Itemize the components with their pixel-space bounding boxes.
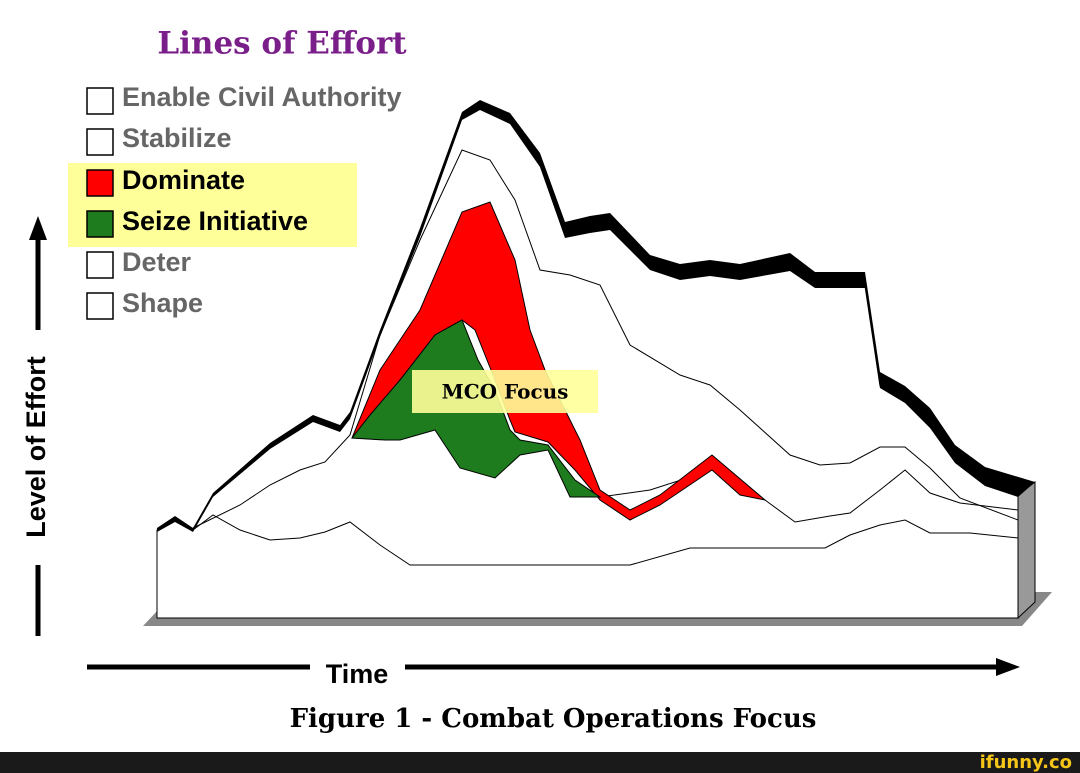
layer-line xyxy=(192,149,1019,529)
legend-label: Stabilize xyxy=(122,123,232,153)
side-face xyxy=(1017,480,1036,620)
y-axis-label: Level of Effort xyxy=(21,356,51,538)
legend-label: Seize Initiative xyxy=(122,206,308,236)
title: Lines of Effort xyxy=(157,26,407,62)
legend-label: Dominate xyxy=(122,165,245,195)
legend-swatch xyxy=(86,210,114,238)
legend-swatch xyxy=(86,292,114,320)
watermark: ifunny.co xyxy=(980,752,1072,773)
legend-label: Shape xyxy=(122,288,203,318)
annotation: MCO Focus xyxy=(442,380,569,404)
y-arrowhead xyxy=(29,216,47,240)
dominate-area xyxy=(351,201,767,521)
legend-swatch xyxy=(86,251,114,279)
legend-label: Deter xyxy=(122,247,192,277)
legend-swatch xyxy=(86,169,114,197)
legend-label: Enable Civil Authority xyxy=(122,82,402,112)
layer-line xyxy=(192,514,1019,566)
caption: Figure 1 - Combat Operations Focus xyxy=(290,704,817,734)
legend-highlight xyxy=(68,163,357,247)
watermark-bar xyxy=(0,752,1080,773)
annotation-box xyxy=(412,370,598,413)
legend-swatch xyxy=(86,87,114,115)
x-arrowhead xyxy=(996,658,1020,676)
legend-swatch xyxy=(86,128,114,156)
x-axis-label: Time xyxy=(326,659,389,689)
